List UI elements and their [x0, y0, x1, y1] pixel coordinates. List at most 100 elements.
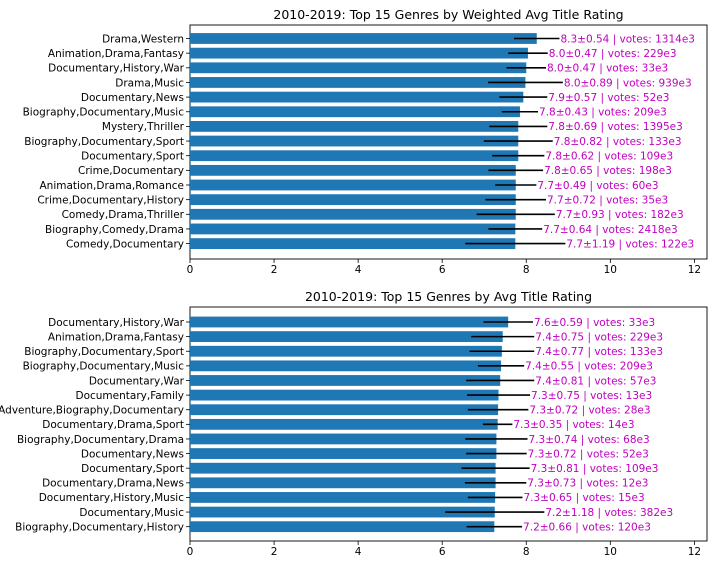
chart-title: 2010-2019: Top 15 Genres by Avg Title Ra…	[305, 289, 592, 304]
y-tick-label: Biography,Documentary,Sport	[24, 346, 184, 358]
y-tick-label: Biography,Documentary,Sport	[24, 136, 184, 148]
data-label: 7.4±0.77 | votes: 133e3	[535, 346, 663, 358]
y-tick-label: Documentary,War	[89, 375, 185, 387]
y-tick-label: Animation,Drama,Fantasy	[48, 48, 184, 60]
data-label: 7.3±0.72 | votes: 52e3	[528, 448, 649, 460]
y-tick-label: Documentary,Family	[76, 390, 185, 402]
data-label: 7.4±0.75 | votes: 229e3	[535, 331, 663, 343]
data-label: 7.8±0.43 | votes: 209e3	[539, 107, 667, 119]
y-tick-label: Documentary,History,Music	[39, 492, 184, 504]
data-label: 7.7±1.19 | votes: 122e3	[566, 238, 694, 250]
y-tick-label: Drama,Western	[102, 33, 184, 45]
bar	[190, 448, 497, 459]
y-tick-label: Comedy,Drama,Thriller	[62, 209, 185, 221]
x-tick-label: 12	[688, 546, 701, 558]
bar	[190, 316, 509, 328]
x-tick-label: 6	[439, 546, 446, 558]
x-tick-label: 12	[688, 264, 701, 276]
y-tick-label: Adventure,Biography,Documentary	[0, 405, 184, 417]
y-tick-label: Documentary,Music	[79, 507, 184, 519]
data-label: 7.7±0.93 | votes: 182e3	[556, 209, 684, 221]
bar	[190, 433, 497, 445]
bar	[190, 375, 501, 386]
data-label: 7.7±0.64 | votes: 2418e3	[543, 224, 678, 236]
bar	[190, 164, 516, 176]
bar	[190, 208, 516, 220]
y-tick-label: Biography,Documentary,Music	[23, 361, 185, 373]
bar	[190, 389, 499, 401]
data-label: 7.8±0.62 | votes: 109e3	[545, 151, 673, 163]
y-tick-label: Comedy,Documentary	[66, 238, 184, 250]
bar	[190, 462, 496, 474]
x-tick-label: 10	[604, 264, 617, 276]
x-tick-label: 8	[523, 264, 530, 276]
data-label: 8.3±0.54 | votes: 1314e3	[560, 33, 695, 45]
x-tick-label: 10	[604, 546, 617, 558]
y-tick-label: Animation,Drama,Romance	[39, 180, 184, 192]
data-label: 7.3±0.81 | votes: 109e3	[531, 463, 659, 475]
bar	[190, 121, 519, 132]
y-tick-label: Documentary,Drama,News	[42, 478, 184, 490]
bar	[190, 360, 502, 372]
data-label: 7.3±0.75 | votes: 13e3	[531, 390, 652, 402]
x-tick-label: 2	[271, 264, 278, 276]
bar	[190, 238, 516, 249]
bar	[190, 331, 503, 343]
data-label: 7.3±0.35 | votes: 14e3	[513, 419, 634, 431]
y-tick-label: Biography,Comedy,Drama	[45, 224, 184, 236]
bar	[190, 477, 496, 489]
y-tick-label: Documentary,Sport	[81, 151, 184, 163]
data-label: 8.0±0.47 | votes: 33e3	[547, 63, 668, 75]
bar	[190, 194, 516, 206]
data-label: 8.0±0.47 | votes: 229e3	[549, 48, 677, 60]
x-tick-label: 0	[187, 264, 194, 276]
data-label: 7.8±0.69 | votes: 1395e3	[548, 121, 683, 133]
y-tick-label: Documentary,News	[81, 448, 184, 460]
x-tick-label: 6	[439, 264, 446, 276]
data-label: 7.3±0.72 | votes: 28e3	[529, 405, 650, 417]
chart-weighted-avg: 2010-2019: Top 15 Genres by Weighted Avg…	[23, 7, 708, 276]
bar	[190, 77, 526, 88]
data-label: 7.8±0.65 | votes: 198e3	[544, 165, 672, 177]
x-tick-label: 0	[187, 546, 194, 558]
y-tick-label: Mystery,Thriller	[102, 121, 185, 133]
bar	[190, 150, 519, 162]
data-label: 7.3±0.73 | votes: 12e3	[527, 478, 648, 490]
y-tick-label: Crime,Documentary	[78, 165, 184, 177]
x-tick-label: 4	[355, 546, 362, 558]
data-label: 7.4±0.55 | votes: 209e3	[525, 361, 653, 373]
y-tick-label: Biography,Documentary,Drama	[17, 434, 184, 446]
y-tick-label: Documentary,News	[81, 92, 184, 104]
y-tick-label: Documentary,History,War	[48, 317, 185, 329]
data-label: 7.4±0.81 | votes: 57e3	[535, 375, 656, 387]
data-label: 7.3±0.65 | votes: 15e3	[523, 492, 644, 504]
data-label: 7.7±0.49 | votes: 60e3	[537, 180, 658, 192]
bar	[190, 345, 502, 357]
y-tick-label: Documentary,History,War	[48, 63, 185, 75]
bar	[190, 521, 495, 533]
y-tick-label: Documentary,Drama,Sport	[42, 419, 184, 431]
chart-avg: 2010-2019: Top 15 Genres by Avg Title Ra…	[0, 289, 708, 558]
bar	[190, 179, 516, 191]
chart-title: 2010-2019: Top 15 Genres by Weighted Avg…	[273, 7, 623, 22]
bar	[190, 135, 519, 147]
y-tick-label: Animation,Drama,Fantasy	[48, 331, 184, 343]
x-tick-label: 4	[355, 264, 362, 276]
data-label: 7.9±0.57 | votes: 52e3	[548, 92, 669, 104]
bar	[190, 506, 495, 518]
data-label: 7.2±1.18 | votes: 382e3	[545, 507, 673, 519]
bar	[190, 91, 524, 103]
bar	[190, 418, 498, 430]
bar	[190, 106, 520, 118]
bar	[190, 404, 499, 416]
data-label: 7.3±0.74 | votes: 68e3	[529, 434, 650, 446]
bar	[190, 492, 496, 503]
bar	[190, 223, 516, 235]
x-tick-label: 8	[523, 546, 530, 558]
bar	[190, 47, 528, 59]
data-label: 7.2±0.66 | votes: 120e3	[523, 521, 651, 533]
bar	[190, 33, 537, 44]
data-label: 8.0±0.89 | votes: 939e3	[564, 77, 692, 89]
y-tick-label: Biography,Documentary,Music	[23, 107, 185, 119]
